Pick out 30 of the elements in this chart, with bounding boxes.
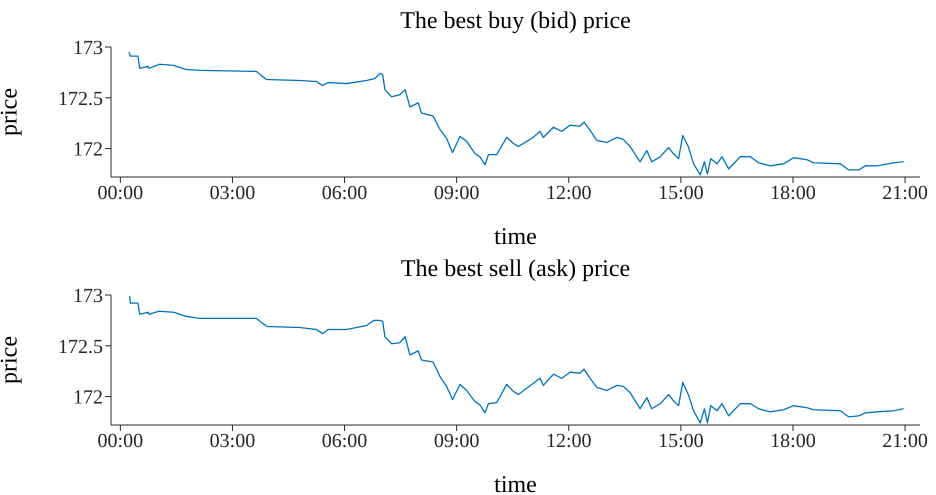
line-series (129, 295, 904, 424)
x-tick-label: 00:00 (98, 182, 144, 204)
y-tick-label: 173 (73, 37, 103, 60)
x-tick-label: 21:00 (882, 430, 928, 452)
x-tick-label: 18:00 (770, 430, 816, 452)
x-tick-label: 21:00 (882, 182, 928, 204)
y-tick-label: 172.5 (58, 336, 103, 358)
x-tick-label: 03:00 (210, 430, 256, 452)
y-tick-label: 173 (73, 285, 103, 308)
x-tick-label: 03:00 (210, 182, 256, 204)
x-axis-title: time (494, 224, 537, 250)
chart-title: The best sell (ask) price (400, 256, 632, 283)
chart-title: The best buy (bid) price (399, 8, 632, 35)
x-tick-label: 15:00 (658, 430, 704, 452)
x-tick-label: 06:00 (322, 430, 368, 452)
y-axis-title: price (0, 336, 23, 384)
y-tick-label: 172.5 (58, 88, 103, 110)
x-tick-label: 09:00 (434, 430, 480, 452)
x-tick-label: 18:00 (770, 182, 816, 204)
x-tick-label: 12:00 (546, 182, 592, 204)
x-tick-label: 00:00 (98, 430, 144, 452)
line-series (128, 51, 904, 176)
y-tick-label: 172 (73, 386, 103, 409)
y-axis-title: price (0, 88, 23, 136)
x-tick-label: 12:00 (546, 430, 592, 452)
x-tick-label: 06:00 (322, 182, 368, 204)
x-tick-label: 09:00 (434, 182, 480, 204)
x-tick-label: 15:00 (658, 182, 704, 204)
y-tick-label: 172 (73, 138, 103, 161)
x-axis-title: time (494, 472, 537, 495)
